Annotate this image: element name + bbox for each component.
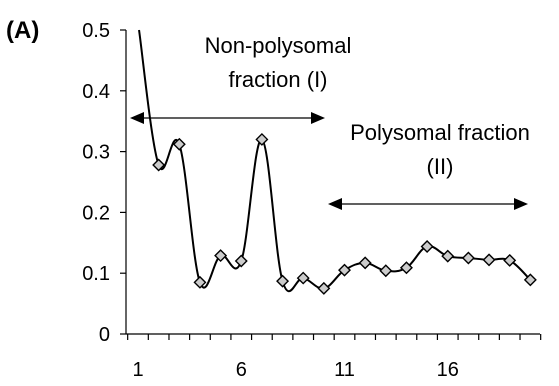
y-tick-label: 0.3: [82, 142, 110, 164]
data-point: [358, 256, 372, 270]
x-tick-label: 6: [236, 359, 247, 381]
data-point: [523, 273, 537, 287]
data-point: [503, 253, 517, 267]
data-point: [172, 137, 186, 151]
annotation-polysomal-line2: (II): [427, 154, 454, 179]
data-point: [338, 263, 351, 277]
data-point: [193, 275, 207, 289]
x-tick-label: 16: [437, 359, 459, 381]
annotation-polysomal-line1: Polysomal fraction: [350, 120, 530, 145]
data-point: [276, 274, 290, 288]
data-point: [296, 271, 310, 285]
data-point: [234, 254, 248, 268]
annotations: Non-polysomal fraction (I) Polysomal fra…: [205, 33, 530, 179]
data-point: [255, 132, 269, 146]
data-point: [152, 158, 166, 172]
x-tick-label: 1: [132, 359, 143, 381]
data-point: [441, 249, 455, 263]
series-line: [138, 29, 532, 292]
plot-area: [138, 29, 537, 295]
polysomal-range-arrow: [328, 198, 528, 210]
data-point: [399, 261, 413, 275]
data-point: [420, 239, 434, 253]
arrow-head-right: [311, 112, 325, 124]
data-point: [379, 264, 393, 278]
y-tick-label: 0.2: [82, 202, 110, 224]
range-arrows: [130, 112, 528, 210]
annotation-non-polysomal-line2: fraction (I): [228, 67, 327, 92]
panel-label: (A): [6, 17, 39, 44]
y-tick-label: 0.1: [82, 263, 110, 285]
data-point: [317, 281, 331, 295]
y-tick-label: 0.5: [82, 20, 110, 42]
data-point: [482, 253, 496, 267]
x-tick-label: 11: [334, 359, 355, 381]
y-tick-label: 0: [99, 324, 110, 346]
arrow-head-left: [328, 198, 342, 210]
axes: 00.10.20.30.40.51 6 11 16: [82, 20, 542, 381]
data-point: [214, 249, 228, 263]
annotation-non-polysomal-line1: Non-polysomal: [205, 33, 352, 58]
data-point: [461, 251, 475, 265]
y-tick-label: 0.4: [82, 81, 110, 103]
non-polysomal-range-arrow: [130, 112, 325, 124]
arrow-head-left: [130, 112, 144, 124]
arrow-head-right: [514, 198, 528, 210]
